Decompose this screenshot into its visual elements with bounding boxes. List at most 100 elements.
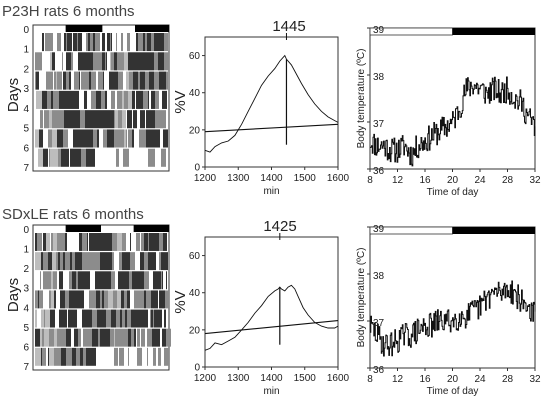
actogram-activity-bin: [143, 90, 148, 109]
actogram-activity-bin: [70, 347, 72, 366]
actogram-activity-bin: [65, 233, 67, 251]
actogram-activity-bin: [98, 233, 103, 251]
actogram-activity-bin: [132, 309, 137, 328]
actogram-days-label-sdxle: Days: [5, 278, 22, 312]
actogram-activity-bin: [74, 110, 79, 129]
actogram-activity-bin: [44, 271, 49, 290]
actogram-activity-bin: [159, 71, 162, 90]
actogram-activity-bin: [61, 252, 63, 271]
actogram-activity-bin: [159, 309, 162, 328]
actogram-days-label-p23h: Days: [5, 78, 22, 112]
actogram-activity-bin: [112, 90, 114, 109]
actogram-activity-bin: [155, 52, 158, 71]
actogram-activity-bin: [153, 90, 155, 109]
actogram-day-tick: 5: [23, 323, 29, 334]
y-tick-label: 40: [189, 288, 201, 299]
actogram-activity-bin: [97, 328, 98, 347]
actogram-activity-bin: [43, 148, 48, 167]
actogram-activity-bin: [53, 309, 55, 328]
actogram-day-tick: 5: [23, 124, 29, 135]
actogram-activity-bin: [140, 71, 145, 90]
actogram-activity-bin: [42, 33, 44, 52]
actogram-activity-bin: [148, 328, 152, 347]
actogram-activity-bin: [120, 110, 122, 129]
actogram-activity-bin: [93, 52, 98, 71]
actogram-activity-bin: [95, 110, 97, 129]
actogram-activity-bin: [100, 290, 102, 309]
actogram-activity-bin: [102, 52, 104, 71]
actogram-activity-bin: [53, 90, 58, 109]
x-tick-label: 1400: [260, 173, 283, 184]
actogram-activity-bin: [42, 90, 47, 109]
actogram-activity-bin: [37, 252, 41, 271]
actogram-activity-bin: [147, 328, 148, 347]
actogram-activity-bin: [121, 33, 123, 52]
actogram-activity-bin: [95, 271, 100, 290]
actogram-activity-bin: [118, 148, 119, 167]
actogram-activity-bin: [62, 233, 63, 251]
temperature-series-line: [370, 280, 536, 357]
actogram-activity-bin: [115, 110, 118, 129]
actogram-activity-bin: [149, 233, 151, 251]
actogram-activity-bin: [48, 347, 49, 366]
actogram-activity-bin: [126, 71, 129, 90]
actogram-day-tick: 2: [23, 264, 29, 275]
actogram-activity-bin: [80, 110, 84, 129]
actogram-activity-bin: [94, 233, 98, 251]
actogram-activity-bin: [84, 110, 85, 129]
actogram-activity-bin: [125, 328, 128, 347]
actogram-activity-bin: [82, 309, 87, 328]
actogram-activity-bin: [144, 233, 148, 251]
actogram-activity-bin: [38, 148, 43, 167]
actogram-activity-bin: [146, 71, 149, 90]
actogram-activity-bin: [88, 52, 93, 71]
actogram-activity-bin: [166, 252, 168, 271]
actogram-activity-bin: [48, 71, 53, 90]
actogram-day-tick: 7: [23, 163, 29, 174]
y-tick-label: 60: [189, 251, 201, 262]
actogram-activity-bin: [109, 71, 113, 90]
periodogram-series-line: [204, 284, 339, 351]
actogram-activity-bin: [154, 309, 156, 328]
actogram-activity-bin: [41, 52, 42, 71]
actogram-activity-bin: [59, 148, 61, 167]
y-axis-label: Body temperature (ºC): [356, 49, 367, 149]
actogram-activity-bin: [85, 129, 88, 148]
actogram-activity-bin: [124, 90, 128, 109]
actogram-activity-bin: [44, 309, 45, 328]
actogram-activity-bin: [119, 252, 122, 271]
actogram-activity-bin: [138, 33, 143, 52]
actogram-activity-bin: [63, 347, 66, 366]
actogram-activity-bin: [92, 290, 94, 309]
peak-label-p23h: 1445: [272, 18, 305, 35]
actogram-activity-bin: [111, 309, 116, 328]
actogram-activity-bin: [128, 90, 132, 109]
periodogram-significance-line: [204, 320, 339, 335]
actogram-activity-bin: [103, 309, 106, 328]
actogram-activity-bin: [72, 271, 76, 290]
actogram-activity-bin: [114, 110, 115, 129]
actogram-activity-bin: [105, 90, 107, 109]
actogram-activity-bin: [108, 290, 113, 309]
actogram-activity-bin: [121, 52, 124, 71]
y-axis-label: %V: [172, 290, 189, 313]
actogram-activity-bin: [161, 148, 166, 167]
y-axis-label: Body temperature (ºC): [356, 248, 367, 348]
row-title-p23h: P23H rats 6 months: [2, 3, 135, 20]
actogram-activity-bin: [121, 328, 125, 347]
actogram-day-tick: 0: [23, 225, 29, 236]
actogram-activity-bin: [41, 347, 42, 366]
actogram-activity-bin: [111, 271, 115, 290]
actogram-activity-bin: [90, 33, 93, 52]
actogram-activity-bin: [122, 90, 124, 109]
actogram-activity-bin: [47, 233, 50, 251]
actogram-activity-bin: [161, 252, 166, 271]
x-axis-label: Time of day: [427, 386, 479, 397]
actogram-activity-bin: [98, 71, 103, 90]
actogram-activity-bin: [79, 233, 82, 251]
actogram-activity-bin: [104, 52, 105, 71]
actogram-activity-bin: [164, 90, 167, 109]
actogram-activity-bin: [35, 328, 39, 347]
actogram-activity-bin: [54, 290, 56, 309]
actogram-activity-bin: [133, 110, 137, 129]
